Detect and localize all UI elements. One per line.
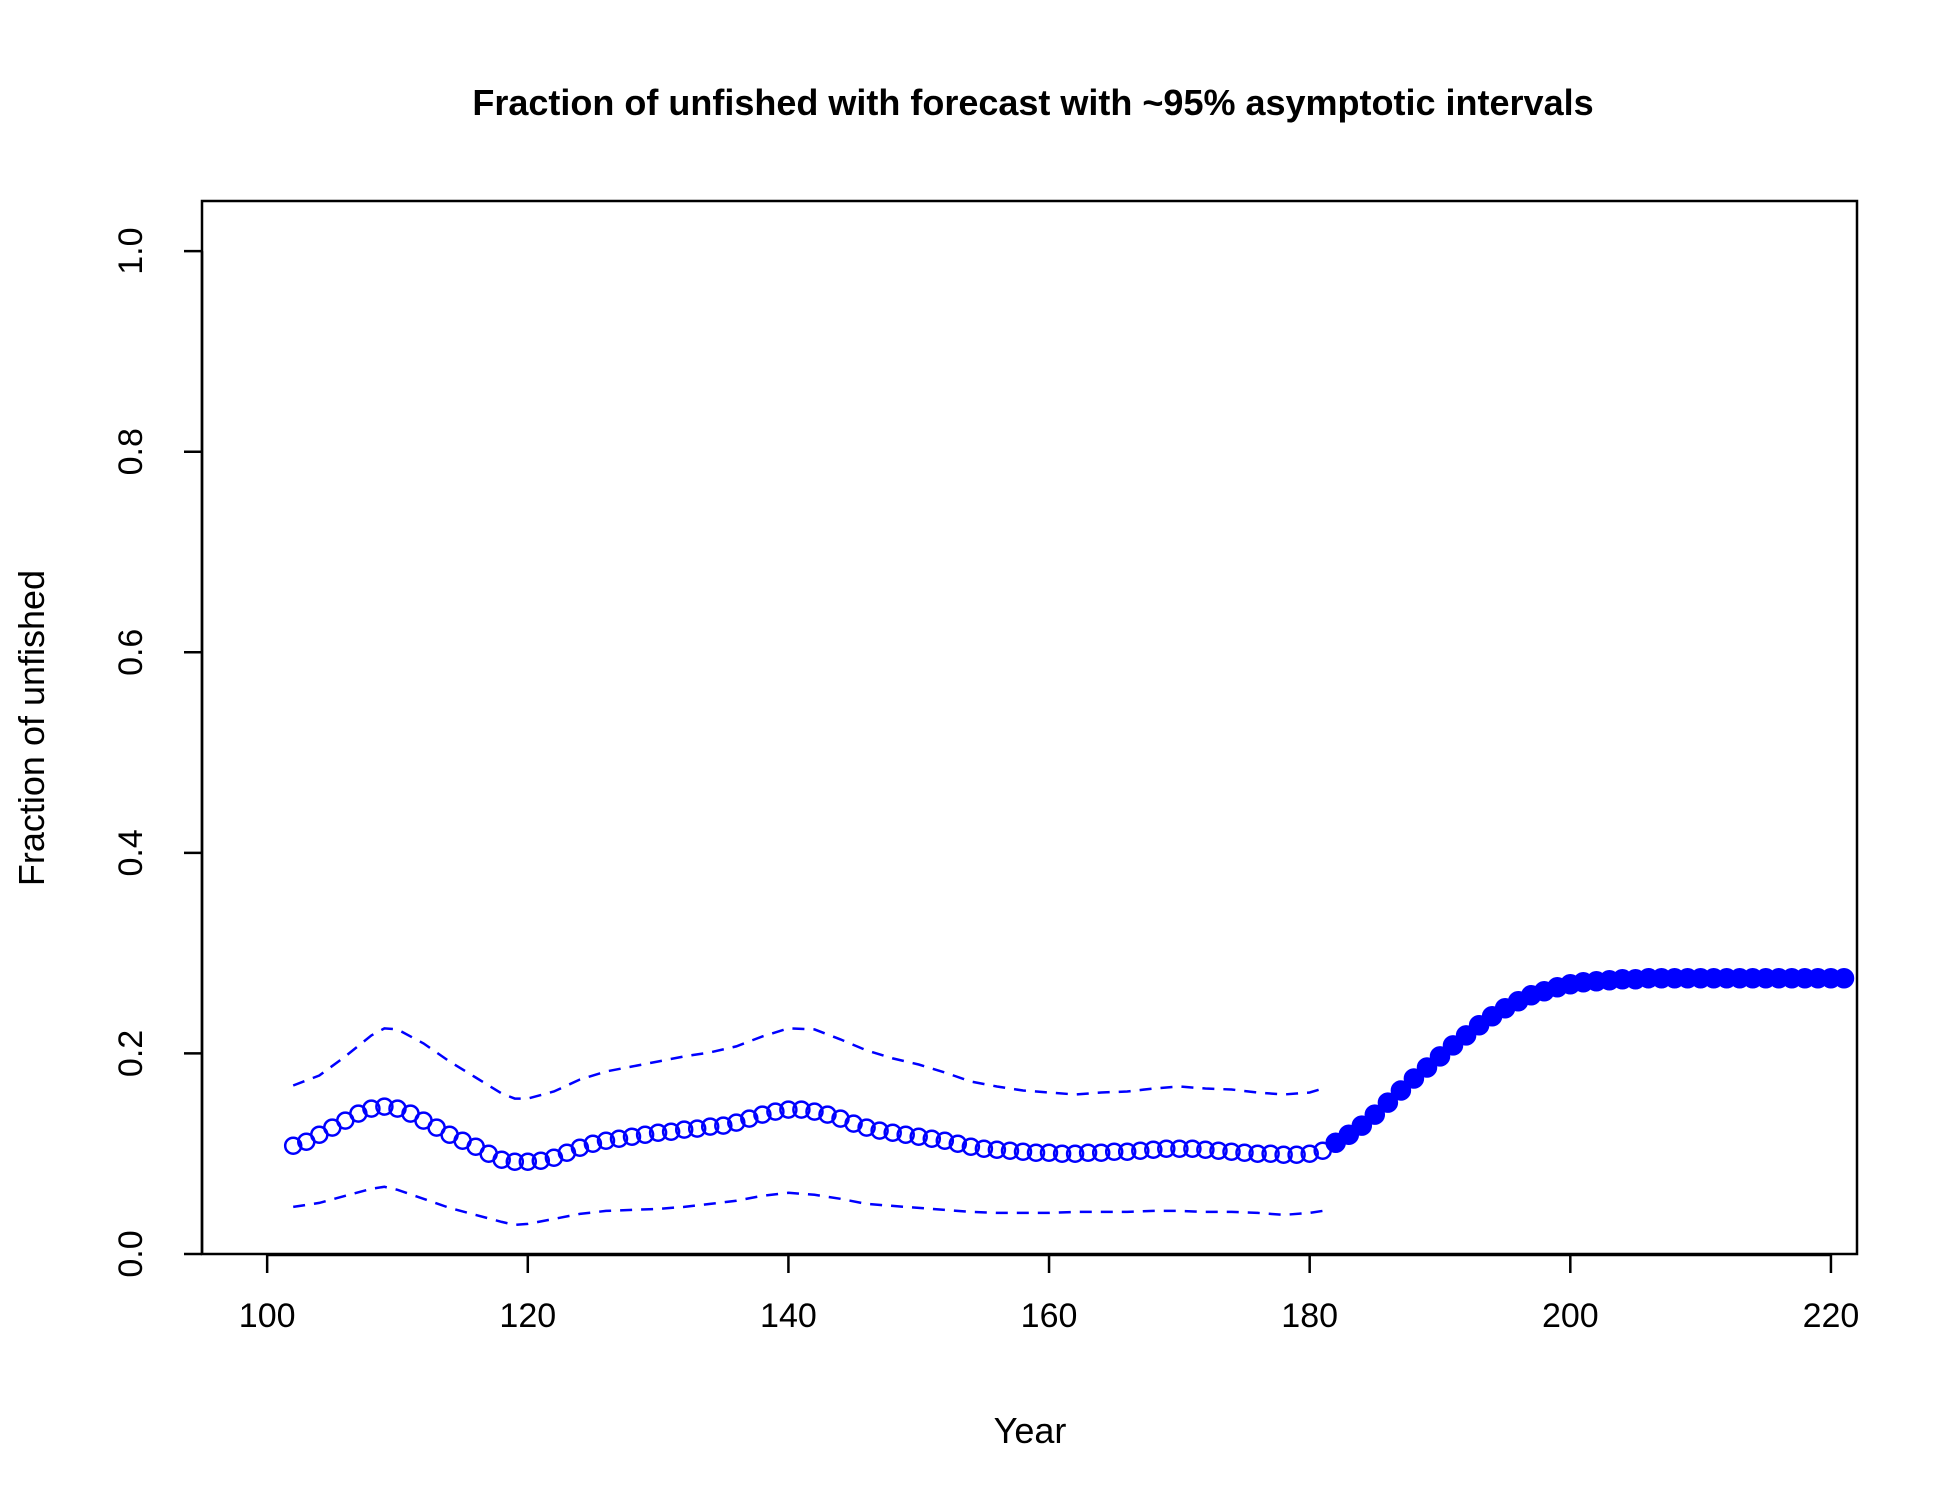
estimate-point (974, 1139, 994, 1158)
estimate-point (531, 1151, 551, 1170)
estimate-point (518, 1152, 538, 1171)
estimate-point (635, 1125, 655, 1144)
y-tick-label: 0.8 (112, 428, 150, 475)
estimate-point (1287, 1145, 1306, 1164)
estimate-point (1261, 1144, 1280, 1163)
estimate-point (1065, 1144, 1085, 1163)
estimate-point (935, 1131, 955, 1150)
estimate-point (1157, 1139, 1176, 1158)
estimate-point (909, 1127, 928, 1146)
estimate-point (818, 1105, 837, 1124)
estimate-point (492, 1150, 511, 1169)
estimate-point (570, 1138, 590, 1157)
x-tick-label: 140 (760, 1297, 817, 1335)
estimate-point (1183, 1139, 1202, 1158)
y-tick-label: 1.0 (112, 228, 150, 275)
forecast-point (1403, 1068, 1425, 1089)
x-tick-label: 120 (499, 1297, 556, 1335)
estimate-point (779, 1100, 798, 1119)
y-axis: 0.0 0.2 0.4 0.6 0.8 1.0 (112, 228, 204, 1278)
estimate-point (1052, 1144, 1072, 1163)
forecast-point (1416, 1057, 1438, 1078)
x-axis: 100 120 140 160 180 200 220 (239, 1253, 1860, 1335)
estimate-point (792, 1100, 811, 1119)
estimate-point (674, 1120, 694, 1139)
estimate-point (727, 1113, 746, 1132)
y-axis-label: Fraction of unfished (11, 570, 52, 886)
forecast-point (1429, 1046, 1451, 1067)
estimate-point (505, 1152, 525, 1171)
plot-frame (200, 199, 1859, 1256)
estimate-point (961, 1137, 981, 1156)
estimate-point (740, 1109, 759, 1128)
estimate-point (1235, 1143, 1254, 1162)
x-tick-label: 220 (1803, 1297, 1860, 1335)
estimate-point (987, 1140, 1007, 1159)
y-tick-label: 0.2 (112, 1030, 150, 1077)
estimate-point (753, 1105, 772, 1124)
x-tick-label: 180 (1281, 1297, 1338, 1335)
estimate-point (1300, 1144, 1319, 1163)
forecast-point (1351, 1115, 1373, 1136)
y-tick-label: 0.0 (112, 1230, 150, 1277)
estimate-point (948, 1134, 968, 1153)
estimate-point (870, 1121, 889, 1140)
interval-lower-95-line (293, 1185, 1323, 1227)
estimate-point (1026, 1143, 1046, 1162)
estimate-point (1078, 1143, 1098, 1162)
estimate-point (583, 1134, 603, 1153)
x-axis-label: Year (994, 1410, 1067, 1451)
estimate-point (1117, 1142, 1137, 1161)
estimate-point (1144, 1140, 1163, 1159)
estimate-point (596, 1131, 616, 1150)
estimate-point (1104, 1142, 1124, 1161)
estimate-point (1131, 1141, 1150, 1160)
estimate-point (857, 1118, 876, 1137)
estimate-point (1248, 1144, 1267, 1163)
estimate-point (375, 1097, 394, 1116)
x-tick-label: 200 (1542, 1297, 1599, 1335)
estimate-point (766, 1102, 785, 1121)
estimate-point (1222, 1142, 1241, 1161)
estimate-point (805, 1102, 824, 1121)
estimate-point (714, 1116, 733, 1135)
estimate-point (687, 1119, 707, 1138)
estimate-point (609, 1129, 629, 1148)
series-layer (283, 967, 1855, 1227)
estimate-point (1170, 1139, 1189, 1158)
x-tick-label: 160 (1021, 1297, 1078, 1335)
estimate-point (896, 1125, 915, 1144)
y-tick-label: 0.4 (112, 829, 150, 876)
estimate-point (1039, 1143, 1059, 1162)
y-tick-label: 0.6 (112, 629, 150, 676)
estimate-point (922, 1129, 942, 1148)
estimate-point (362, 1099, 381, 1118)
chart-title: Fraction of unfished with forecast with … (472, 82, 1593, 123)
estimate-point (1209, 1141, 1228, 1160)
estimate-point (883, 1123, 902, 1142)
estimate-point (283, 1136, 303, 1155)
estimate-point (648, 1123, 668, 1142)
estimate-point (1013, 1142, 1033, 1161)
estimate-point (1196, 1140, 1215, 1159)
estimate-point (1274, 1145, 1293, 1164)
forecast-point (1364, 1104, 1386, 1125)
interval-upper-95-line (292, 1027, 1324, 1100)
forecast-point (1390, 1080, 1412, 1101)
estimate-point (1000, 1141, 1020, 1160)
estimate-point (844, 1114, 863, 1133)
x-tick-label: 100 (239, 1297, 296, 1335)
estimate-point (700, 1117, 720, 1136)
estimate-point (1091, 1143, 1111, 1162)
forecast-point (1833, 967, 1855, 989)
estimate-point (661, 1122, 681, 1141)
estimate-point (622, 1127, 642, 1146)
forecast-point (1377, 1092, 1399, 1113)
